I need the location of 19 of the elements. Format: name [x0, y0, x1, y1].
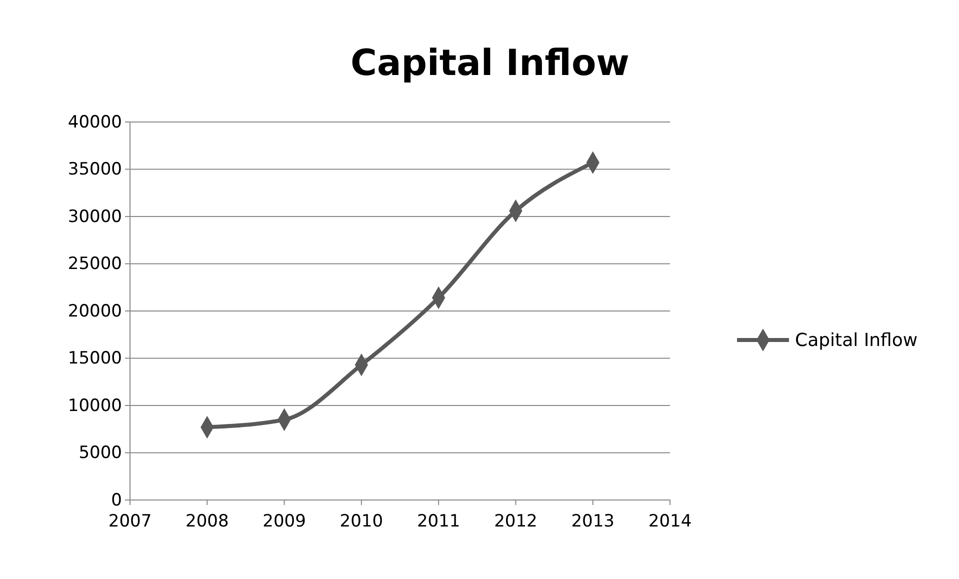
- y-tick-label: 40000: [68, 112, 122, 132]
- y-tick-label: 0: [111, 490, 122, 510]
- x-tick-label: 2007: [108, 512, 152, 532]
- y-tick-label: 25000: [68, 254, 122, 274]
- x-tick-label: 2012: [494, 512, 538, 532]
- x-tick-label: 2011: [416, 512, 460, 532]
- x-tick-label: 2009: [262, 512, 306, 532]
- legend-label: Capital Inflow: [795, 330, 918, 351]
- chart-title: Capital Inflow: [350, 43, 630, 84]
- y-tick-label: 35000: [68, 160, 122, 180]
- y-tick-label: 5000: [78, 443, 122, 464]
- x-tick-label: 2014: [648, 512, 692, 532]
- x-tick-label: 2010: [340, 512, 384, 532]
- x-tick-label: 2013: [571, 512, 614, 532]
- x-tick-label: 2008: [186, 512, 229, 532]
- y-tick-label: 15000: [68, 348, 122, 369]
- y-tick-label: 10000: [68, 396, 122, 416]
- y-tick-label: 30000: [68, 206, 122, 227]
- y-tick-label: 20000: [68, 301, 122, 322]
